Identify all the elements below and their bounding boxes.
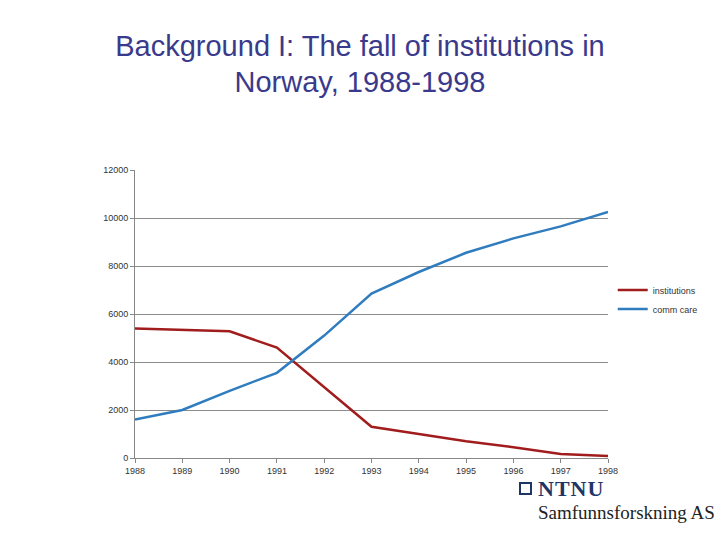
svg-text:8000: 8000 — [108, 261, 128, 271]
svg-text:6000: 6000 — [108, 309, 128, 319]
svg-text:1989: 1989 — [172, 466, 192, 476]
svg-text:2000: 2000 — [108, 405, 128, 415]
svg-text:institutions: institutions — [653, 286, 696, 296]
svg-text:1997: 1997 — [551, 466, 571, 476]
svg-text:1993: 1993 — [361, 466, 381, 476]
svg-text:1996: 1996 — [503, 466, 523, 476]
svg-text:1991: 1991 — [267, 466, 287, 476]
svg-text:1994: 1994 — [409, 466, 429, 476]
svg-text:0: 0 — [123, 453, 128, 463]
svg-text:4000: 4000 — [108, 357, 128, 367]
html-text:NTNU: NTNU — [538, 476, 605, 501]
svg-text:1992: 1992 — [314, 466, 334, 476]
svg-text:10000: 10000 — [103, 213, 128, 223]
svg-text:1998: 1998 — [598, 466, 618, 476]
svg-text:1995: 1995 — [456, 466, 476, 476]
svg-text:12000: 12000 — [103, 165, 128, 175]
svg-text:1988: 1988 — [125, 466, 145, 476]
html-text:Background I: The fall of inst: Background I: The fall of institutions i… — [115, 30, 605, 98]
svg-text:comm care: comm care — [653, 305, 698, 315]
html-text:Samfunnsforskning AS: Samfunnsforskning AS — [538, 502, 715, 523]
svg-text:1990: 1990 — [220, 466, 240, 476]
